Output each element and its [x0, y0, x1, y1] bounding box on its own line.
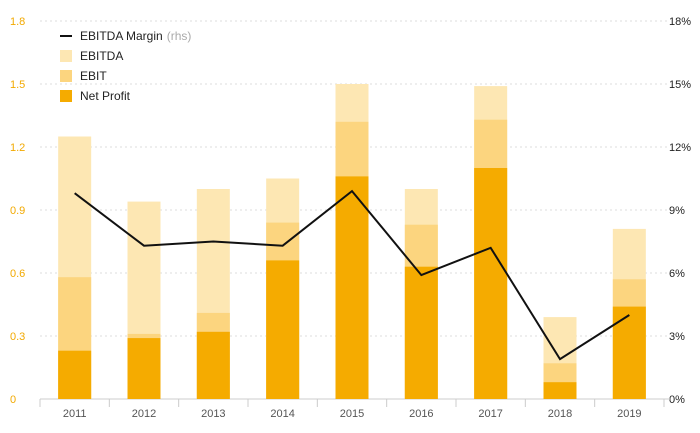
y-tick-label-left: 0.3 [10, 331, 25, 343]
y-tick-label-left: 0.9 [10, 205, 25, 217]
bar-net-profit [196, 331, 230, 399]
x-tick-label: 2015 [340, 408, 364, 420]
y-tick-label-left: 0 [10, 394, 16, 406]
legend: EBITDA Margin (rhs) EBITDA EBIT Net Prof… [60, 26, 191, 106]
x-tick-label: 2012 [132, 408, 156, 420]
bar-net-profit [127, 338, 161, 399]
y-tick-label-left: 1.5 [10, 79, 25, 91]
y-tick-label-left: 0.6 [10, 268, 25, 280]
bar-net-profit [335, 176, 369, 399]
y-tick-label-right: 3% [669, 331, 685, 343]
y-tick-label-right: 0% [669, 394, 685, 406]
x-tick-label: 2013 [201, 408, 225, 420]
x-tick-label: 2014 [270, 408, 294, 420]
legend-label: EBITDA [80, 49, 124, 63]
legend-item-ebit[interactable]: EBIT [60, 66, 191, 86]
x-tick-label: 2011 [63, 408, 87, 420]
legend-label: EBITDA Margin [80, 29, 163, 43]
legend-item-net-profit[interactable]: Net Profit [60, 86, 191, 106]
y-tick-label-right: 6% [669, 268, 685, 280]
bar-net-profit [58, 350, 92, 399]
y-tick-label-left: 1.8 [10, 16, 25, 28]
legend-item-ebitda-margin[interactable]: EBITDA Margin (rhs) [60, 26, 191, 46]
legend-label: Net Profit [80, 89, 131, 103]
bar-net-profit [474, 168, 508, 399]
y-tick-label-right: 12% [669, 142, 691, 154]
legend-swatch-ebitda [60, 50, 72, 62]
y-tick-label-right: 18% [669, 16, 691, 28]
bar-net-profit [266, 260, 300, 399]
bar-net-profit [404, 266, 438, 399]
legend-label: EBIT [80, 69, 107, 83]
legend-line-swatch [60, 35, 72, 37]
y-tick-label-right: 9% [669, 205, 685, 217]
legend-item-ebitda[interactable]: EBITDA [60, 46, 191, 66]
legend-rhs-note: (rhs) [166, 29, 192, 43]
x-tick-label: 2016 [409, 408, 433, 420]
x-tick-label: 2017 [478, 408, 502, 420]
bar-net-profit [612, 306, 646, 399]
bar-net-profit [543, 382, 577, 399]
legend-swatch-net-profit [60, 90, 72, 102]
legend-swatch-ebit [60, 70, 72, 82]
x-tick-label: 2018 [548, 408, 572, 420]
x-tick-label: 2019 [617, 408, 641, 420]
y-tick-label-left: 1.2 [10, 142, 25, 154]
y-tick-label-right: 15% [669, 79, 691, 91]
